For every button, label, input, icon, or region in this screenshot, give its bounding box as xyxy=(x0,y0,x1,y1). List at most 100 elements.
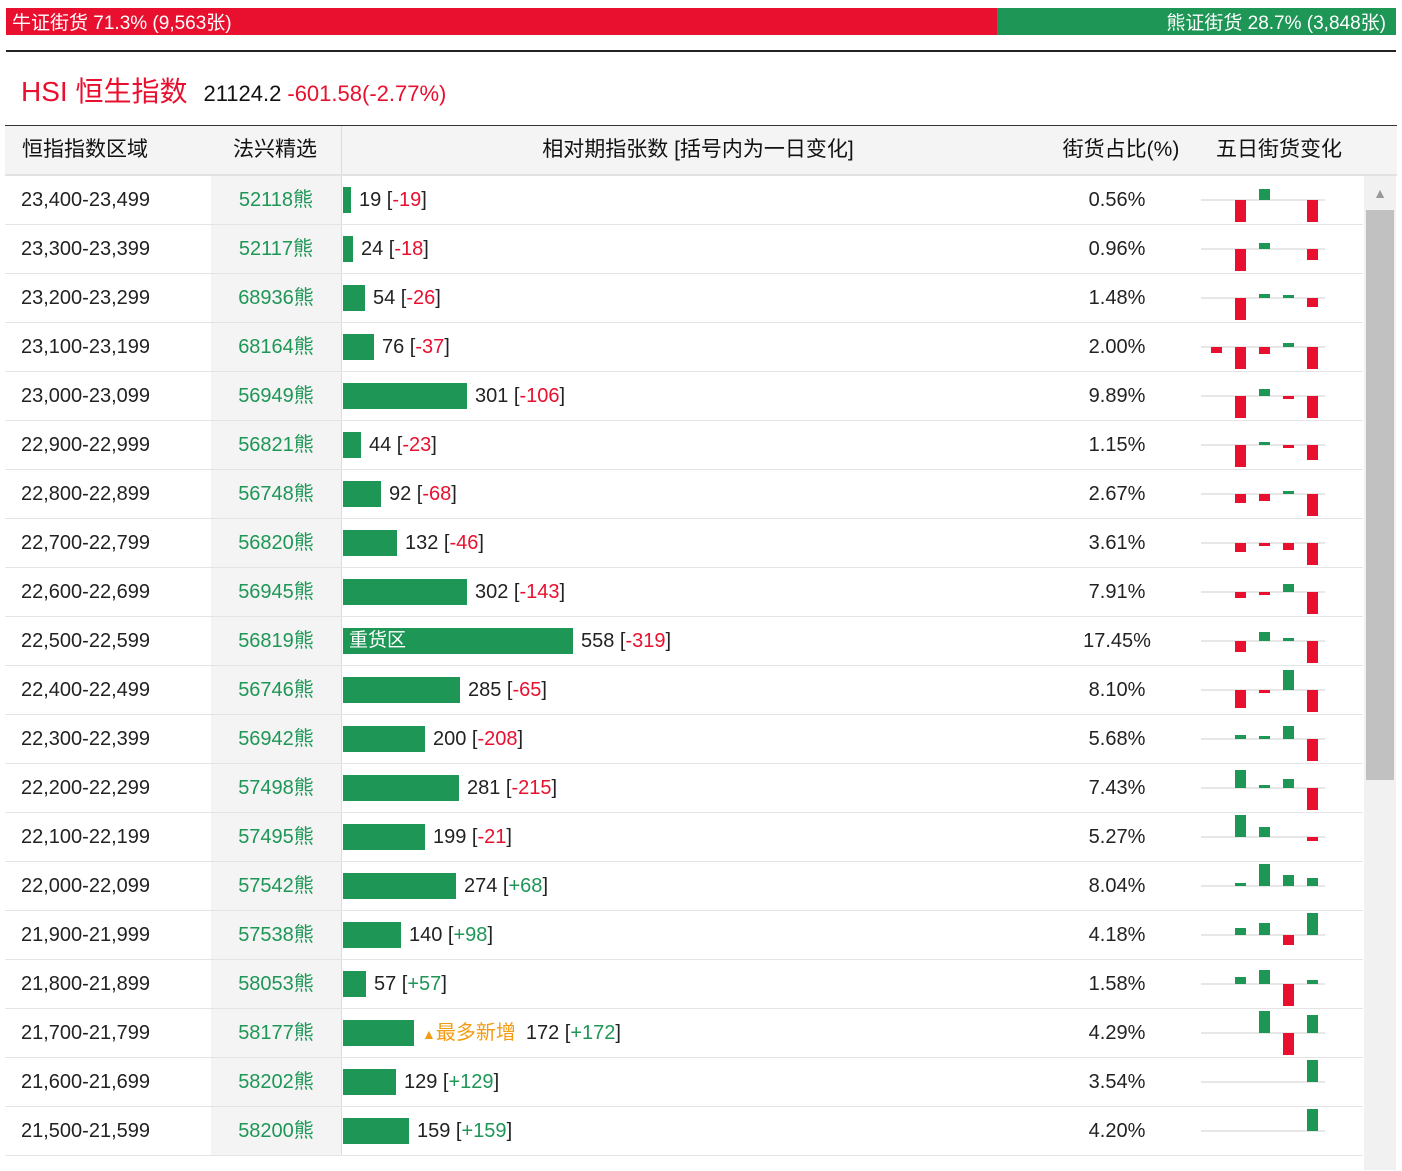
five-day-bar xyxy=(1235,592,1246,598)
range-cell: 22,700-22,799 xyxy=(21,532,151,554)
daily-change-value: +129 xyxy=(448,1071,494,1093)
count-text: ▲最多新增 172 [+172] xyxy=(422,1022,621,1044)
pick-warrant-link[interactable]: 58200熊 xyxy=(211,1107,341,1155)
pick-warrant-link[interactable]: 58053熊 xyxy=(211,960,341,1008)
pick-warrant-link[interactable]: 56820熊 xyxy=(211,519,341,567)
five-day-bar xyxy=(1283,670,1294,690)
count-text: 132 [-46] xyxy=(405,532,484,554)
count-bar xyxy=(343,432,361,458)
five-day-bar xyxy=(1259,970,1270,984)
daily-change-value: +57 xyxy=(407,973,442,995)
daily-change-value: -46 xyxy=(449,532,479,554)
pick-warrant-link[interactable]: 56746熊 xyxy=(211,666,341,714)
range-cell: 22,300-22,399 xyxy=(21,728,151,750)
five-day-bar xyxy=(1235,249,1246,271)
bull-share-label: 牛证街货 71.3% (9,563张) xyxy=(12,13,232,34)
count-bar xyxy=(343,481,381,507)
five-day-bar xyxy=(1307,739,1318,761)
pick-warrant-link[interactable]: 57542熊 xyxy=(211,862,341,910)
share-percent-cell: 3.61% xyxy=(1088,532,1146,554)
pick-warrant-link[interactable]: 56819熊 xyxy=(211,617,341,665)
pick-warrant-link[interactable]: 58202熊 xyxy=(211,1058,341,1106)
bull-share-segment: 牛证街货 71.3% (9,563张) xyxy=(6,8,997,35)
count-bar-cell: 200 [-208] xyxy=(341,715,1054,763)
five-day-bar xyxy=(1283,638,1294,641)
pick-warrant-link[interactable]: 57495熊 xyxy=(211,813,341,861)
count-bar xyxy=(343,579,467,605)
five-day-bar xyxy=(1283,543,1294,550)
daily-change-value: -21 xyxy=(477,826,507,848)
pick-warrant-link[interactable]: 68164熊 xyxy=(211,323,341,371)
five-day-bar xyxy=(1307,837,1318,841)
daily-change-value: -65 xyxy=(512,679,542,701)
count-text: 281 [-215] xyxy=(467,777,558,799)
count-text: 19 [-19] xyxy=(359,189,427,211)
count-value: 274 xyxy=(464,875,498,897)
five-day-bar xyxy=(1283,584,1294,592)
table-row: 22,700-22,799 56820熊 132 [-46] 3.61% xyxy=(5,519,1363,568)
pick-warrant-link[interactable]: 56945熊 xyxy=(211,568,341,616)
pick-warrant-link[interactable]: 56942熊 xyxy=(211,715,341,763)
count-text: 140 [+98] xyxy=(409,924,493,946)
five-day-bar xyxy=(1235,298,1246,320)
count-value: 76 xyxy=(382,336,405,358)
count-value: 301 xyxy=(475,385,509,407)
five-day-change-sparkbars xyxy=(1197,1009,1327,1057)
vertical-scrollbar[interactable]: ▲ xyxy=(1364,176,1396,1170)
five-day-bar xyxy=(1211,347,1222,353)
most-added-label: ▲最多新增 xyxy=(422,1022,516,1044)
five-day-bar xyxy=(1283,491,1294,494)
count-bar-cell: 92 [-68] xyxy=(341,470,1054,518)
five-day-bar xyxy=(1259,864,1270,886)
table-row: 21,900-21,999 57538熊 140 [+98] 4.18% xyxy=(5,911,1363,960)
five-day-bar xyxy=(1259,592,1270,595)
pick-warrant-link[interactable]: 56949熊 xyxy=(211,372,341,420)
count-text: 274 [+68] xyxy=(464,875,548,897)
table-row: 21,800-21,899 58053熊 57 [+57] 1.58% xyxy=(5,960,1363,1009)
share-percent-cell: 4.20% xyxy=(1088,1120,1146,1142)
share-percent-cell: 1.58% xyxy=(1088,973,1146,995)
share-percent-cell: 5.27% xyxy=(1088,826,1146,848)
count-bar-cell: 44 [-23] xyxy=(341,421,1054,469)
count-value: 199 xyxy=(433,826,467,848)
five-day-bar xyxy=(1259,243,1270,249)
daily-change-value: -26 xyxy=(406,287,436,309)
five-day-bar xyxy=(1235,641,1246,652)
pick-warrant-link[interactable]: 56748熊 xyxy=(211,470,341,518)
count-bar-cell: 302 [-143] xyxy=(341,568,1054,616)
pick-warrant-link[interactable]: 57538熊 xyxy=(211,911,341,959)
most-added-text: 最多新增 xyxy=(435,1022,516,1044)
scroll-thumb[interactable] xyxy=(1366,210,1394,780)
five-day-bar xyxy=(1235,883,1246,886)
five-day-bar xyxy=(1259,294,1270,298)
pick-warrant-link[interactable]: 58177熊 xyxy=(211,1009,341,1057)
pick-warrant-link[interactable]: 52117熊 xyxy=(211,225,341,273)
table-row: 23,300-23,399 52117熊 24 [-18] 0.96% xyxy=(5,225,1363,274)
table-row: 22,500-22,599 56819熊 重货区 558 [-319] 17.45% xyxy=(5,617,1363,666)
share-percent-cell: 2.67% xyxy=(1088,483,1146,505)
count-value: 129 xyxy=(404,1071,438,1093)
pick-warrant-link[interactable]: 68936熊 xyxy=(211,274,341,322)
share-percent-cell: 2.00% xyxy=(1088,336,1146,358)
five-day-bar xyxy=(1235,977,1246,984)
share-percent-cell: 4.18% xyxy=(1088,924,1146,946)
five-day-change-sparkbars xyxy=(1197,372,1327,420)
column-header-bar: 相对期指张数 [括号内为一日变化] xyxy=(341,126,1054,174)
five-day-bar xyxy=(1235,735,1246,739)
daily-change-value: +172 xyxy=(570,1022,616,1044)
bear-distribution-table: 恒指指数区域 法兴精选 相对期指张数 [括号内为一日变化] 街货占比(%) 五日… xyxy=(5,125,1397,1171)
table-row: 21,600-21,699 58202熊 129 [+129] 3.54% xyxy=(5,1058,1363,1107)
scroll-up-arrow-icon[interactable]: ▲ xyxy=(1373,185,1387,201)
pick-warrant-link[interactable]: 56821熊 xyxy=(211,421,341,469)
daily-change-value: -37 xyxy=(415,336,445,358)
count-text: 301 [-106] xyxy=(475,385,566,407)
index-name: HSI 恒生指数 xyxy=(21,76,188,107)
count-bar-cell: 重货区 558 [-319] xyxy=(341,617,1054,665)
count-text: 57 [+57] xyxy=(374,973,447,995)
pick-warrant-link[interactable]: 52118熊 xyxy=(211,176,341,224)
bear-share-label: 熊证街货 28.7% (3,848张) xyxy=(1166,13,1386,34)
count-value: 285 xyxy=(468,679,502,701)
daily-change-value: -19 xyxy=(392,189,422,211)
daily-change-value: +98 xyxy=(453,924,488,946)
pick-warrant-link[interactable]: 57498熊 xyxy=(211,764,341,812)
